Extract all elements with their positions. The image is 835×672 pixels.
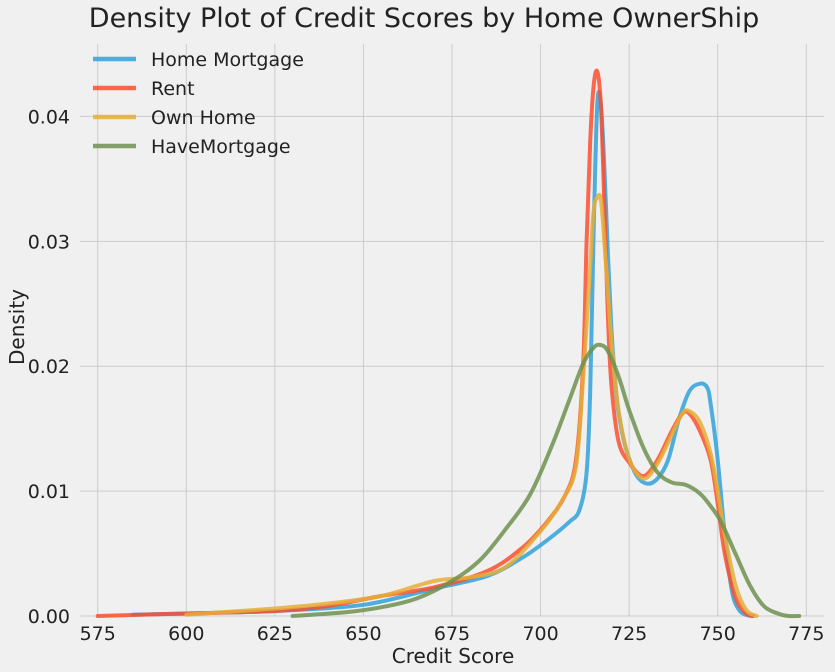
x-tick-label: 675 [434,623,470,645]
x-tick-label: 650 [345,623,381,645]
x-tick-labels: 575 600 625 650 675 700 725 750 775 [80,623,825,645]
y-tick-label: 0.01 [28,481,70,503]
y-axis-label: Density [5,289,29,365]
chart-title: Density Plot of Credit Scores by Home Ow… [89,3,759,34]
x-tick-label: 775 [788,623,824,645]
legend-label-rent: Rent [151,78,195,100]
series-lines [95,68,802,619]
x-tick-label: 600 [168,623,204,645]
legend: Home Mortgage Rent Own Home HaveMortgage [93,49,304,158]
x-tick-label: 700 [522,623,558,645]
legend-label-home-mortgage: Home Mortgage [151,49,304,71]
legend-label-own-home: Own Home [151,107,256,129]
x-axis-label: Credit Score [392,644,515,668]
y-tick-label: 0.02 [28,356,70,378]
y-tick-label: 0.00 [28,606,70,628]
y-tick-label: 0.03 [28,231,70,253]
x-tick-label: 725 [611,623,647,645]
series-line-havemortgage [290,342,802,619]
legend-label-havemortgage: HaveMortgage [151,136,291,158]
y-tick-labels: 0.00 0.01 0.02 0.03 0.04 [28,106,70,628]
series-line-own-home [184,192,759,618]
y-tick-label: 0.04 [28,106,70,128]
grid [80,44,824,617]
x-tick-label: 575 [80,623,116,645]
series-line-rent [95,68,756,618]
x-tick-label: 625 [257,623,293,645]
x-tick-label: 750 [700,623,736,645]
